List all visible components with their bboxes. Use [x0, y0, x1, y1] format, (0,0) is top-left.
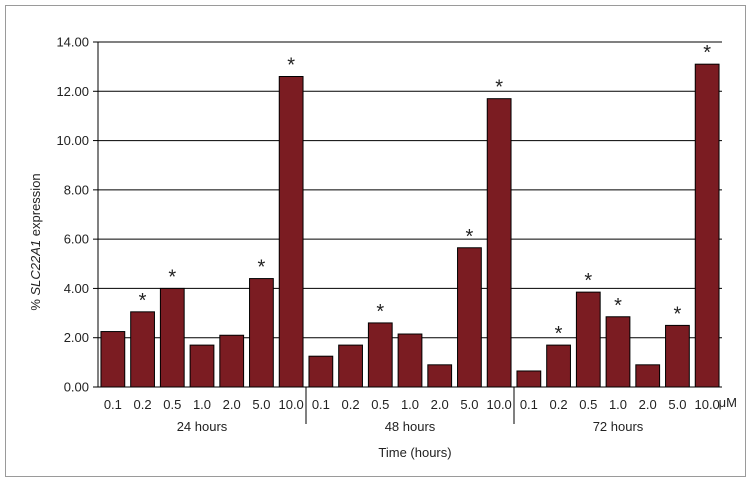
x-tick-label: 5.0: [668, 397, 686, 412]
x-tick-label: 0.1: [312, 397, 330, 412]
bar: [665, 324, 690, 388]
significance-star: *: [466, 226, 474, 248]
bar: [427, 364, 453, 388]
bar: [308, 355, 334, 388]
x-tick-label: 5.0: [460, 397, 478, 412]
x-tick-label: 1.0: [609, 397, 627, 412]
chart-frame: [5, 5, 746, 477]
x-tick-label: 10.0: [694, 397, 719, 412]
significance-star: *: [139, 290, 147, 312]
y-tick-label: 4.00: [64, 281, 89, 296]
significance-star: *: [287, 55, 295, 77]
x-tick-label: 0.1: [520, 397, 538, 412]
bars: [100, 63, 720, 388]
y-tick-label: 14.00: [56, 35, 89, 50]
bar: [635, 364, 661, 388]
bar: [278, 76, 304, 388]
significance-star: *: [495, 77, 503, 99]
y-tick-label: 6.00: [64, 232, 89, 247]
y-tick-label: 12.00: [56, 84, 89, 99]
bar: [367, 322, 393, 388]
unit-label: μM: [719, 395, 737, 410]
grid-lines: [98, 41, 722, 339]
x-tick-label: 0.2: [134, 397, 152, 412]
x-tick-label: 10.0: [278, 397, 303, 412]
bar: [249, 278, 274, 388]
y-tick-label: 2.00: [64, 330, 89, 345]
bar: [457, 247, 482, 388]
bar: [338, 344, 363, 388]
x-tick-label: 0.2: [342, 397, 360, 412]
labels: 0.00 2.00 4.00 6.00 8.00 10.00 12.00 14.00 0.1 0.…: [56, 35, 719, 435]
x-tick-label: 0.2: [550, 397, 568, 412]
significance-star: *: [555, 323, 563, 345]
x-tick-label: 10.0: [486, 397, 511, 412]
y-tick-label: 0.00: [64, 380, 89, 395]
bar: [100, 331, 126, 388]
bar: [159, 287, 185, 388]
axes: [93, 41, 722, 424]
bar: [130, 311, 155, 388]
bar: [605, 316, 631, 388]
significance-star: *: [376, 301, 384, 323]
bar: [694, 63, 720, 388]
bar: [546, 344, 571, 388]
x-tick-label: 1.0: [401, 397, 419, 412]
bar: [219, 334, 245, 388]
x-tick-label: 0.5: [579, 397, 597, 412]
y-tick-label: 10.00: [56, 133, 89, 148]
x-tick-label: 2.0: [431, 397, 449, 412]
bar: [189, 344, 215, 388]
significance-star: *: [674, 303, 682, 325]
y-axis-label: % SLC22A1 expression: [28, 173, 43, 310]
significance-star: *: [168, 266, 176, 288]
x-tick-label: 0.1: [104, 397, 122, 412]
x-tick-label: 2.0: [639, 397, 657, 412]
x-tick-label: 0.5: [371, 397, 389, 412]
bar: [516, 370, 542, 388]
x-tick-label: 1.0: [193, 397, 211, 412]
significance-star: *: [258, 257, 266, 279]
significance-star: *: [703, 42, 711, 64]
group-label: 72 hours: [593, 419, 644, 434]
x-tick-label: 5.0: [252, 397, 270, 412]
bar: [575, 291, 601, 388]
x-axis-label: Time (hours): [378, 445, 451, 460]
group-label: 24 hours: [177, 419, 228, 434]
bar: [397, 333, 423, 388]
group-label: 48 hours: [385, 419, 436, 434]
x-tick-label: 2.0: [223, 397, 241, 412]
significance-star: *: [584, 270, 592, 292]
x-tick-label: 0.5: [163, 397, 181, 412]
bar: [486, 98, 512, 388]
y-tick-label: 8.00: [64, 182, 89, 197]
significance-star: *: [614, 295, 622, 317]
